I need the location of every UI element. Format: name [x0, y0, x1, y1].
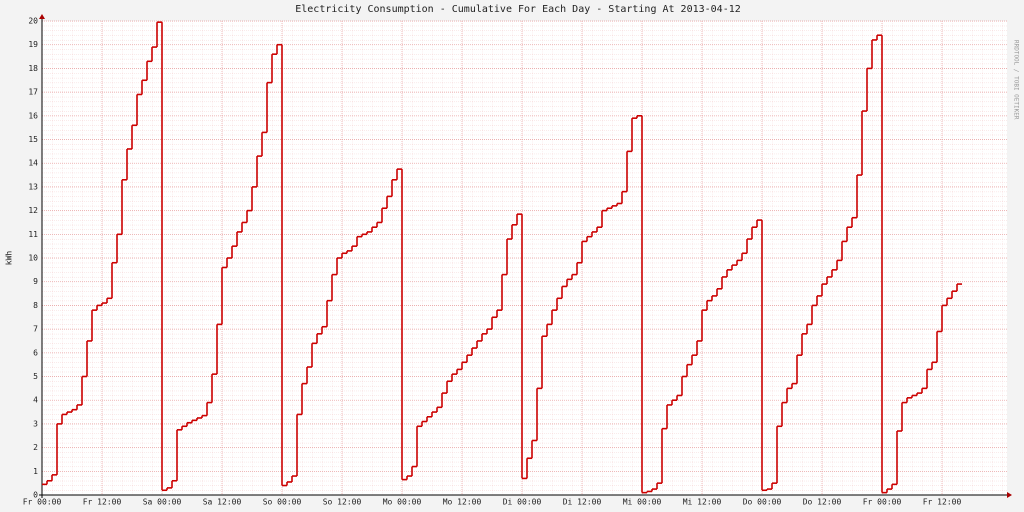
y-tick-label: 16: [28, 111, 38, 120]
x-tick-label: Di 00:00: [503, 498, 542, 507]
y-tick-label: 14: [28, 159, 38, 168]
x-tick-label: Fr 00:00: [23, 498, 62, 507]
y-tick-label: 11: [28, 230, 38, 239]
x-tick-label: Mi 12:00: [683, 498, 722, 507]
y-tick-label: 2: [33, 443, 38, 452]
y-tick-label: 9: [33, 277, 38, 286]
x-tick-label: Do 00:00: [743, 498, 782, 507]
y-tick-label: 1: [33, 467, 38, 476]
watermark: RRDTOOL / TOBI OETIKER: [1013, 40, 1020, 120]
x-tick-label: Sa 00:00: [143, 498, 182, 507]
y-tick-label: 3: [33, 419, 38, 428]
x-tick-label: Di 12:00: [563, 498, 602, 507]
y-tick-label: 19: [28, 40, 38, 49]
chart-title: Electricity Consumption - Cumulative For…: [295, 4, 741, 15]
x-tick-label: Sa 12:00: [203, 498, 242, 507]
y-tick-label: 7: [33, 325, 38, 334]
x-tick-label: Mo 00:00: [383, 498, 422, 507]
x-tick-label: Do 12:00: [803, 498, 842, 507]
y-tick-label: 18: [28, 64, 38, 73]
y-tick-label: 17: [28, 88, 38, 97]
x-tick-label: Mo 12:00: [443, 498, 482, 507]
y-tick-label: 10: [28, 254, 38, 263]
x-tick-label: Fr 12:00: [83, 498, 122, 507]
y-tick-label: 15: [28, 135, 38, 144]
x-tick-label: So 00:00: [263, 498, 302, 507]
axis-arrow: [1007, 492, 1012, 498]
y-tick-label: 0: [33, 491, 38, 500]
x-tick-label: So 12:00: [323, 498, 362, 507]
x-tick-label: Mi 00:00: [623, 498, 662, 507]
y-tick-label: 13: [28, 182, 38, 191]
y-tick-label: 4: [33, 396, 38, 405]
x-tick-label: Fr 00:00: [863, 498, 902, 507]
y-tick-label: 20: [28, 17, 38, 26]
axis-arrow: [39, 14, 45, 19]
x-tick-label: Fr 12:00: [923, 498, 962, 507]
y-tick-label: 5: [33, 372, 38, 381]
y-tick-label: 12: [28, 206, 38, 215]
y-tick-label: 8: [33, 301, 38, 310]
y-axis-label: kWh: [5, 251, 14, 266]
y-tick-label: 6: [33, 348, 38, 357]
